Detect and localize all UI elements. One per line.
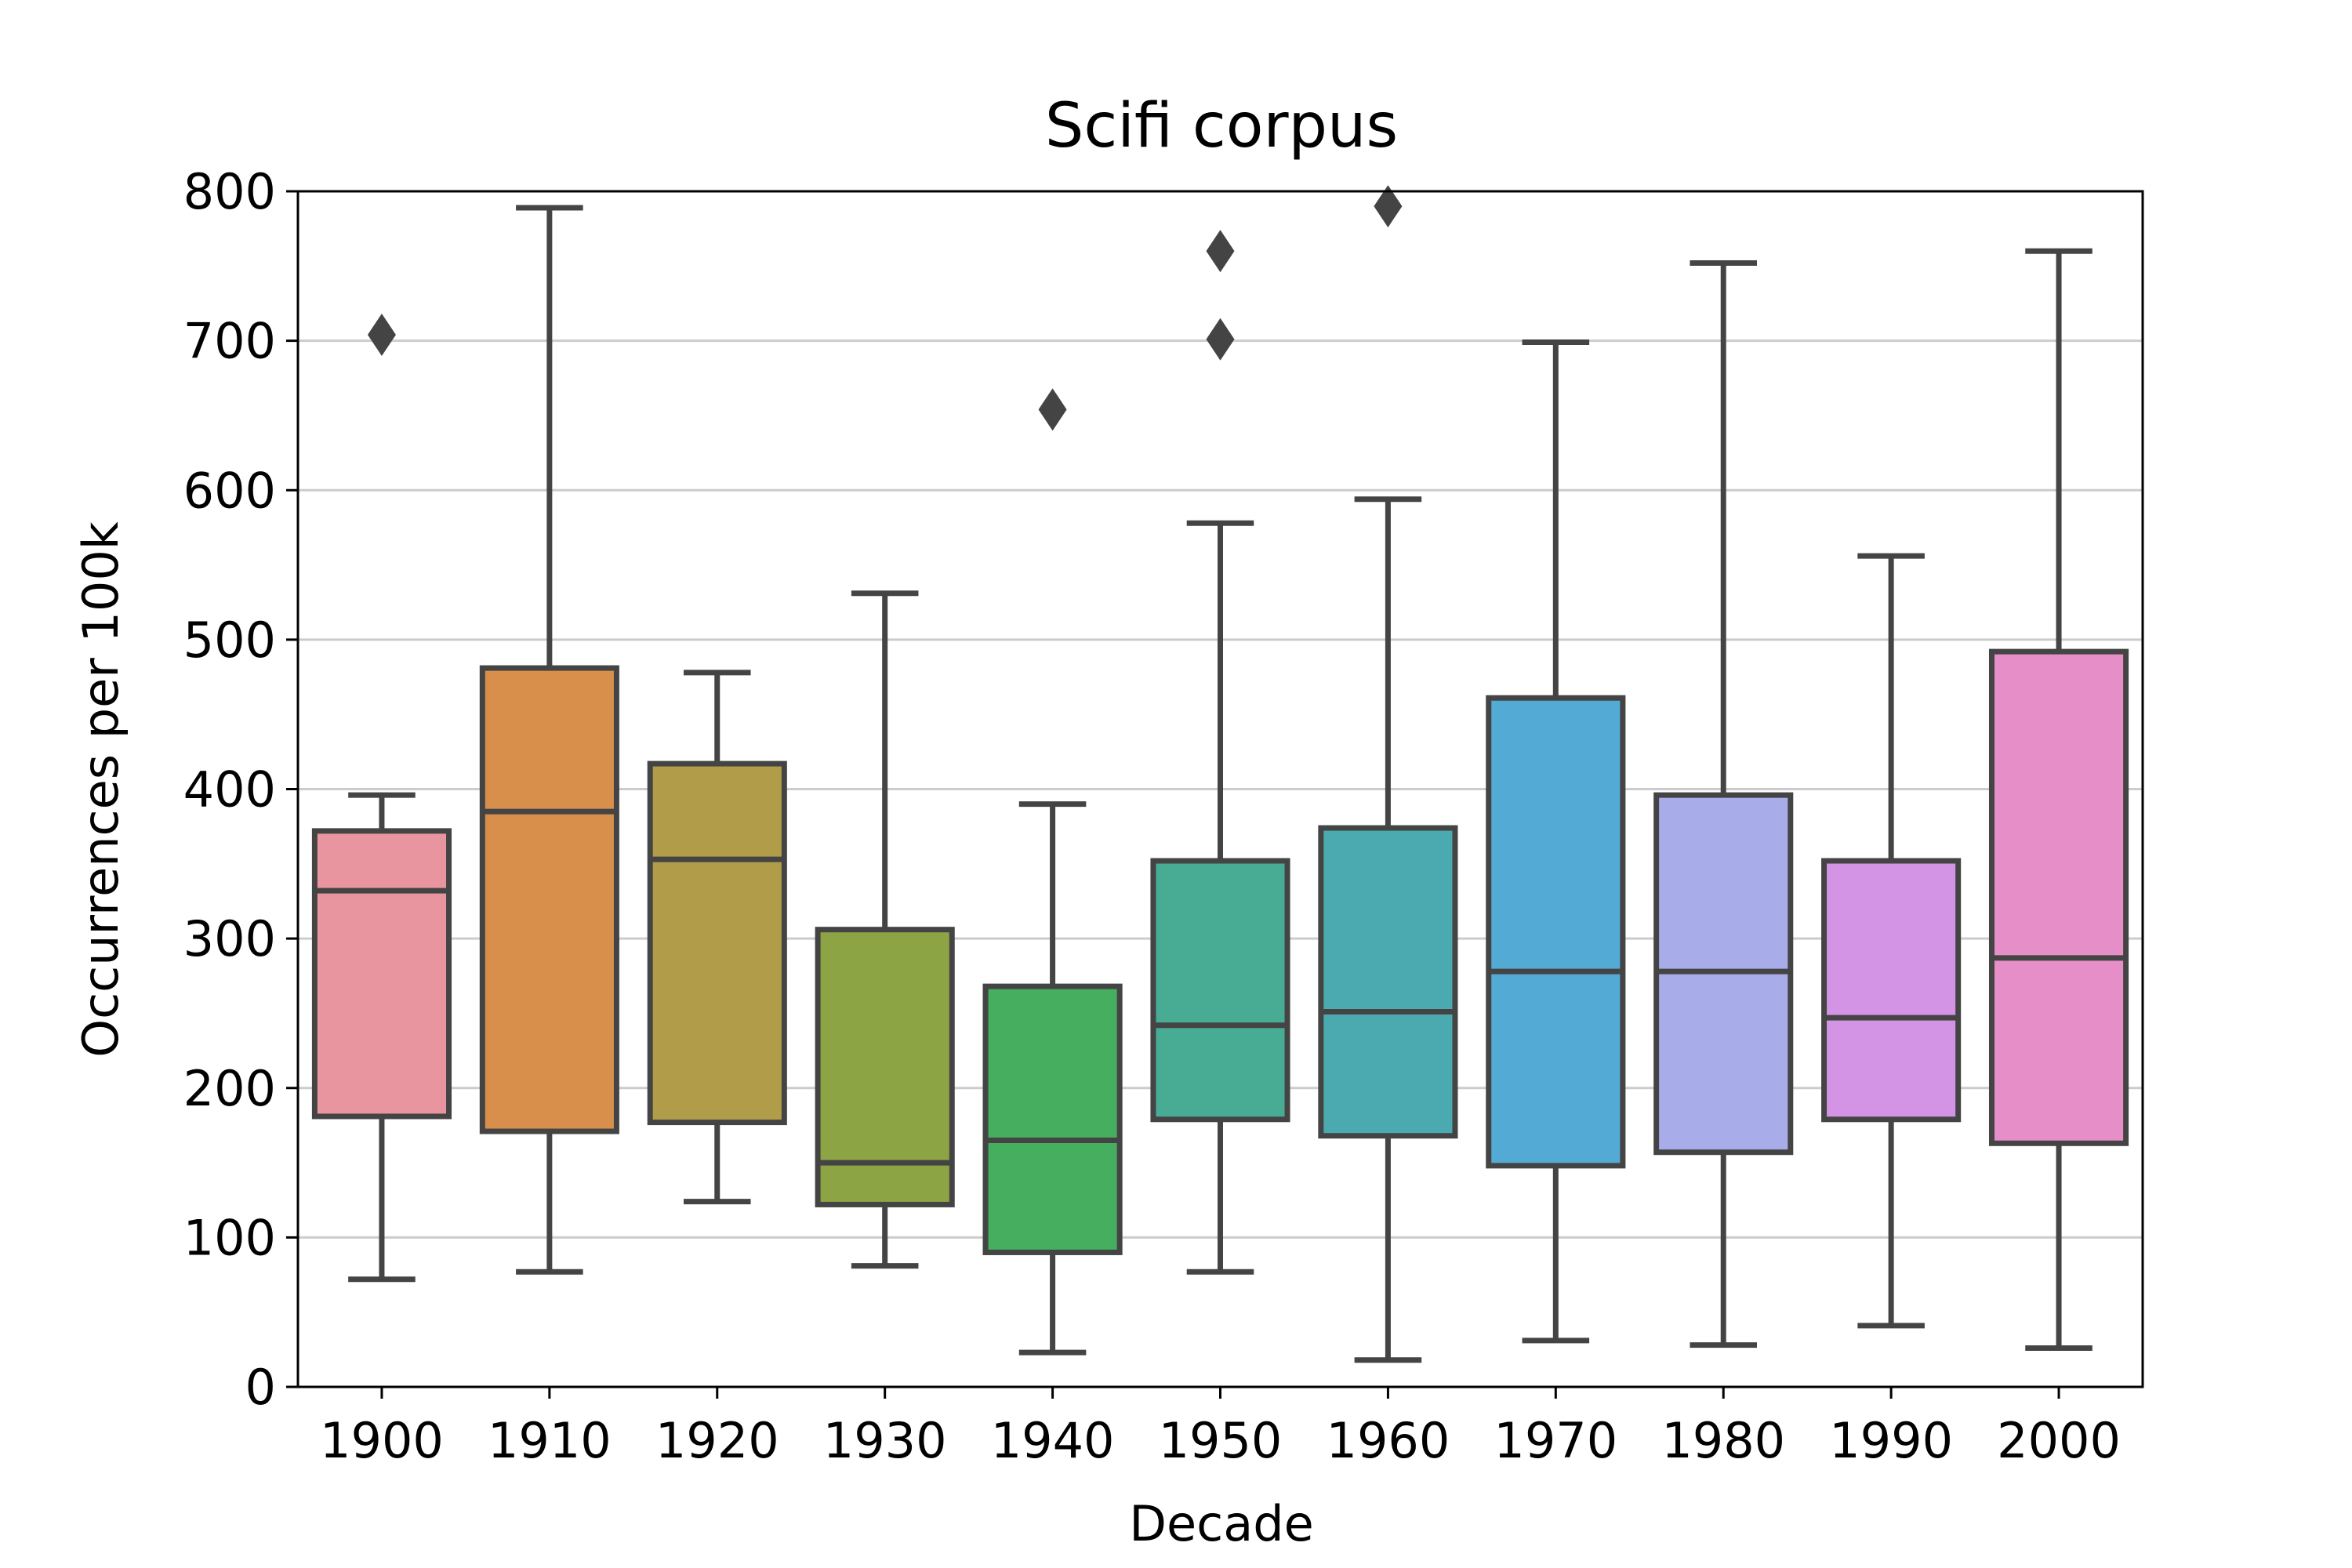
iqr-box <box>479 665 619 1134</box>
x-tick-label: 1930 <box>823 1412 947 1469</box>
box-1980 <box>1653 260 1794 1348</box>
x-tick-label: 1940 <box>991 1412 1115 1469</box>
y-tick-label: 800 <box>183 163 276 220</box>
y-tick-label: 200 <box>183 1060 276 1117</box>
y-tick-label: 400 <box>183 761 276 818</box>
x-axis: 1900 1910 1920 1930 1940 1950 1960 1970 1980 1990… <box>320 1387 2121 1469</box>
outlier-point <box>367 314 396 356</box>
x-tick-label: 1920 <box>655 1412 779 1469</box>
y-axis: 0 100 200 300 400 500 600 700 800 <box>183 163 298 1416</box>
iqr-box <box>647 760 787 1126</box>
outlier-point <box>1374 185 1403 228</box>
y-tick-label: 600 <box>183 462 276 519</box>
outlier-point <box>1206 230 1235 273</box>
iqr-box <box>815 927 955 1207</box>
chart-title: Scifi corpus <box>1045 91 1398 162</box>
box-1990 <box>1821 553 1962 1329</box>
iqr-box <box>1821 858 1962 1123</box>
iqr-box <box>1318 825 1458 1139</box>
x-tick-label: 1980 <box>1661 1412 1785 1469</box>
y-tick-label: 100 <box>183 1209 276 1266</box>
y-tick-label: 500 <box>183 612 276 669</box>
outlier-point <box>1206 318 1235 361</box>
box-1940 <box>982 388 1123 1356</box>
iqr-box <box>982 983 1123 1255</box>
outlier-point <box>1038 388 1067 431</box>
box-1930 <box>815 590 955 1269</box>
x-tick-label: 1950 <box>1159 1412 1283 1469</box>
y-tick-label: 0 <box>245 1359 276 1416</box>
x-tick-label: 1970 <box>1494 1412 1617 1469</box>
x-tick-label: 1910 <box>488 1412 612 1469</box>
box-1910 <box>479 205 619 1275</box>
boxes <box>311 185 2129 1363</box>
iqr-box <box>311 828 452 1120</box>
box-1900 <box>311 314 452 1283</box>
y-axis-label: Occurrences per 100k <box>72 521 129 1058</box>
y-tick-label: 700 <box>183 313 276 370</box>
box-1970 <box>1486 339 1626 1344</box>
box-1960 <box>1318 185 1458 1363</box>
iqr-box <box>1150 858 1290 1123</box>
x-tick-label: 2000 <box>1997 1412 2121 1469</box>
x-tick-label: 1900 <box>320 1412 444 1469</box>
iqr-box <box>1486 695 1626 1169</box>
x-tick-label: 1960 <box>1327 1412 1450 1469</box>
box-1920 <box>647 670 787 1205</box>
y-tick-label: 300 <box>183 910 276 967</box>
box-1950 <box>1150 230 1290 1275</box>
iqr-box <box>1988 648 2129 1146</box>
x-axis-label: Decade <box>1129 1495 1313 1552</box>
x-tick-label: 1990 <box>1829 1412 1953 1469</box>
box-2000 <box>1988 248 2129 1351</box>
